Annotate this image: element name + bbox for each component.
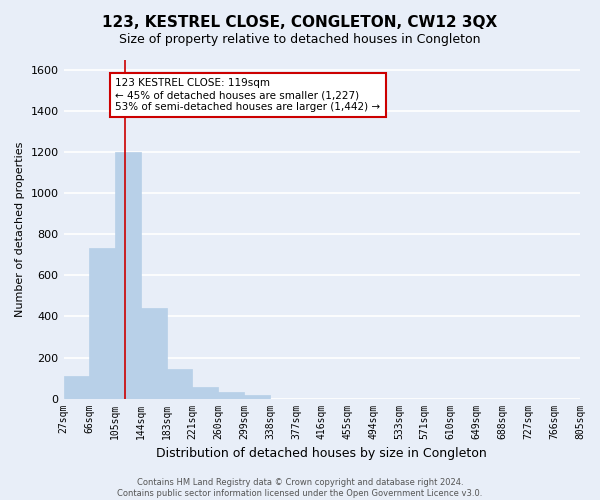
Bar (64, 376, 89, 398)
Bar (115, 152, 141, 398)
Bar (167, 369, 193, 398)
Text: 123, KESTREL CLOSE, CONGLETON, CW12 3QX: 123, KESTREL CLOSE, CONGLETON, CW12 3QX (103, 15, 497, 30)
Bar (141, 308, 167, 398)
Bar (89, 248, 115, 398)
Text: Size of property relative to detached houses in Congleton: Size of property relative to detached ho… (119, 32, 481, 46)
Text: Contains HM Land Registry data © Crown copyright and database right 2024.
Contai: Contains HM Land Registry data © Crown c… (118, 478, 482, 498)
Bar (193, 388, 218, 398)
Bar (244, 396, 270, 398)
Text: 123 KESTREL CLOSE: 119sqm
← 45% of detached houses are smaller (1,227)
53% of se: 123 KESTREL CLOSE: 119sqm ← 45% of detac… (115, 78, 380, 112)
Bar (218, 392, 244, 398)
Y-axis label: Number of detached properties: Number of detached properties (15, 142, 25, 317)
X-axis label: Distribution of detached houses by size in Congleton: Distribution of detached houses by size … (157, 447, 487, 460)
